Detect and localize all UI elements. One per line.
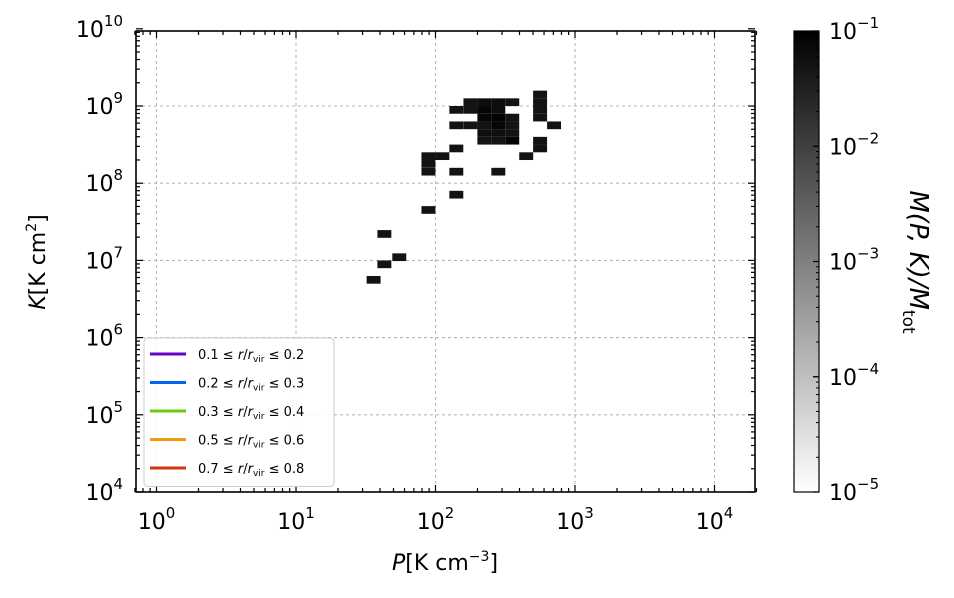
heatmap-cell	[491, 136, 506, 145]
heatmap-cell	[449, 106, 464, 114]
heatmap-cell	[505, 129, 520, 137]
heatmap-cell	[505, 121, 520, 130]
heatmap-cell	[477, 121, 492, 130]
heatmap-cell	[533, 136, 548, 145]
plot-frame	[135, 30, 756, 493]
legend: 0.1 ≤ r/rvir ≤ 0.2 0.2 ≤ r/rvir ≤ 0.3 0.3 …	[143, 337, 335, 487]
heatmap-cell	[491, 106, 506, 114]
x-tick-labels: 100 101 102 103 104	[138, 504, 734, 535]
heatmap-cell	[491, 121, 506, 130]
x-tick-label: 101	[277, 504, 315, 535]
heatmap-cell	[421, 152, 436, 161]
colorbar: 10−5 10−4 10−3 10−2 10−1	[793, 14, 879, 506]
heatmap-cell	[421, 167, 436, 176]
heatmap-cell	[449, 144, 464, 153]
x-tick-label: 103	[556, 504, 594, 535]
heatmap-cell	[533, 144, 548, 153]
heatmap-cell	[449, 167, 464, 176]
colorbar-tick-label: 10−5	[829, 475, 879, 506]
colorbar-tick-label: 10−3	[829, 245, 879, 276]
heatmap-cell	[519, 152, 534, 161]
heatmap-cell	[505, 136, 520, 145]
heatmap-cell	[366, 275, 381, 284]
heatmap-cell	[491, 167, 506, 176]
heatmap-cell	[463, 98, 478, 107]
heatmap-cells	[366, 90, 562, 284]
heatmap-cell	[547, 121, 562, 130]
x-axis-label: P[K cm−3]	[392, 549, 498, 576]
heatmap-cell	[421, 160, 436, 168]
colorbar-tick-label: 10−4	[829, 360, 879, 391]
heatmap-cell	[505, 113, 520, 122]
x-tick-label: 100	[138, 504, 176, 535]
heatmap-cell	[463, 106, 478, 114]
y-tick-label: 106	[85, 321, 123, 352]
heatmap-cell	[421, 206, 436, 214]
y-tick-label: 108	[85, 166, 123, 197]
x-tick-label: 104	[696, 504, 734, 535]
heatmap-cell	[477, 106, 492, 114]
legend-label: 0.7 ≤ r/rvir ≤ 0.8	[198, 462, 304, 479]
heatmap-cell	[463, 121, 478, 130]
heatmap-cell	[533, 90, 548, 99]
heatmap-cell	[533, 98, 548, 107]
heatmap-cell	[377, 260, 392, 269]
heatmap-cell	[392, 253, 407, 262]
y-tick-label: 105	[85, 398, 123, 429]
heatmap-cell	[533, 106, 548, 114]
heatmap-cell	[477, 98, 492, 107]
y-tick-label: 109	[85, 89, 123, 120]
y-tick-label: 1010	[76, 12, 123, 43]
legend-label: 0.3 ≤ r/rvir ≤ 0.4	[198, 405, 304, 422]
colorbar-tick-label: 10−1	[829, 14, 879, 45]
heatmap-cell	[491, 98, 506, 107]
heatmap-cell	[491, 113, 506, 122]
heatmap-cell	[477, 113, 492, 122]
heatmap-cell	[377, 230, 392, 238]
y-tick-label: 104	[85, 475, 123, 506]
y-tick-labels: 104 105 106 107 108 109 1010	[76, 12, 123, 506]
y-tick-label: 107	[85, 243, 123, 274]
heatmap-cell	[533, 113, 548, 122]
heatmap-cell	[491, 129, 506, 137]
legend-label: 0.5 ≤ r/rvir ≤ 0.6	[198, 434, 304, 451]
colorbar-tick-label: 10−2	[829, 129, 879, 160]
legend-box	[143, 337, 335, 487]
x-tick-label: 102	[417, 504, 455, 535]
heatmap-cell	[505, 98, 520, 107]
heatmap-cell	[477, 136, 492, 145]
heatmap-cell	[449, 121, 464, 130]
y-axis-label: K[K cm2]	[24, 214, 51, 310]
heatmap-cell	[477, 129, 492, 137]
legend-label: 0.2 ≤ r/rvir ≤ 0.3	[198, 377, 304, 394]
heatmap-cell	[449, 190, 464, 199]
colorbar-label: M(P, K)/Mtot	[898, 190, 933, 334]
legend-label: 0.1 ≤ r/rvir ≤ 0.2	[198, 348, 304, 365]
heatmap-cell	[435, 152, 450, 161]
